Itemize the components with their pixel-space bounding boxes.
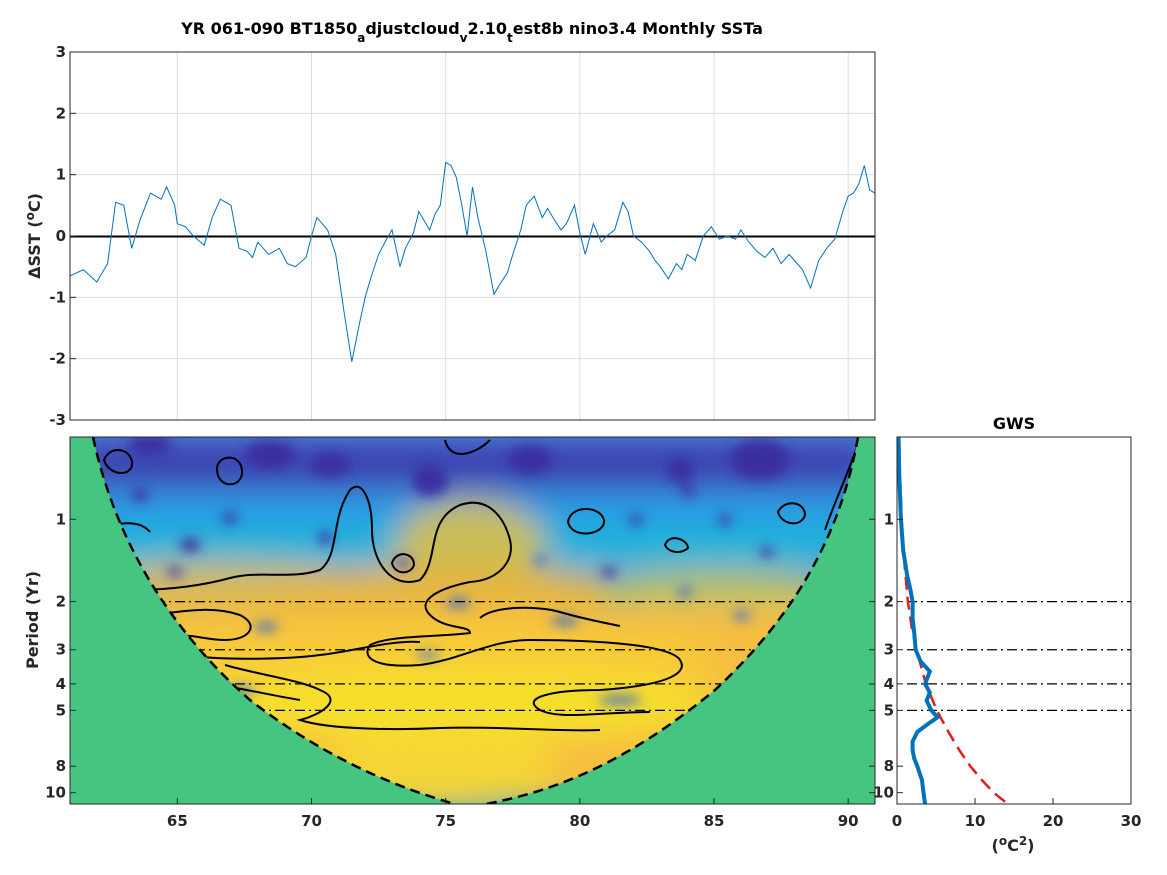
wavelet-x-tick-label: 90 [838, 812, 859, 830]
cone-of-influence-left [91, 437, 456, 804]
wavelet-x-tick-label: 70 [301, 812, 322, 830]
wavelet-y-tick-label: 1 [56, 510, 66, 528]
gws-y-tick-label: 1 [884, 510, 894, 528]
wavelet-x-tick-label: 80 [569, 812, 590, 830]
timeseries-tick-label: -3 [49, 411, 66, 429]
timeseries-tick-label: -2 [49, 350, 66, 368]
gws-power-curve [896, 436, 941, 805]
timeseries-tick-label: 0 [56, 227, 66, 245]
chart-title: YR 061-090 BT1850adjustcloudv2.10test8b … [180, 19, 763, 45]
gws-y-tick-label: 10 [873, 784, 894, 802]
wavelet-x-tick-label: 85 [704, 812, 725, 830]
gws-x-ticks: 0 10 20 30 [892, 798, 1142, 830]
significance-contours [102, 437, 861, 732]
wavelet-y-tick-label: 3 [56, 641, 66, 659]
wavelet-frame [69, 436, 876, 805]
wavelet-y-ticks: 1 2 3 4 5 8 10 [45, 510, 875, 802]
gws-y-tick-label: 2 [884, 593, 894, 611]
timeseries-tick-label: 1 [56, 166, 66, 184]
wavelet-ylabel: Period (Yr) [23, 571, 42, 669]
power-minima-spots [128, 437, 790, 704]
wavelet-y-tick-label: 2 [56, 593, 66, 611]
gws-x-tick-label: 0 [892, 812, 902, 830]
gws-frame [896, 436, 1132, 805]
wavelet-x-tick-label: 75 [435, 812, 456, 830]
gws-reference-lines [907, 600, 1131, 711]
timeseries-tick-label: 3 [56, 43, 66, 61]
gws-x-tick-label: 30 [1121, 812, 1142, 830]
gws-plot-area [897, 437, 1131, 804]
gws-title: GWS [993, 414, 1035, 433]
wavelet-y-tick-label: 4 [56, 675, 66, 693]
wavelet-y-tick-label: 8 [56, 757, 66, 775]
gws-x-tick-label: 20 [1043, 812, 1064, 830]
cone-of-influence-fill [70, 437, 875, 804]
timeseries-ylabel: ΔSST (oC) [23, 193, 44, 279]
gws-y-tick-label: 8 [884, 757, 894, 775]
cone-of-influence-right [485, 437, 860, 804]
wavelet-y-tick-label: 5 [56, 701, 66, 719]
gws-y-tick-label: 4 [884, 675, 894, 693]
wavelet-power-spectrum [70, 437, 875, 804]
gws-y-tick-label: 3 [884, 641, 894, 659]
wavelet-x-ticks: 65 70 75 80 85 90 [167, 798, 859, 830]
gws-xlabel: (oC2) [992, 834, 1035, 855]
timeseries-tick-label: -1 [49, 288, 66, 306]
wavelet-y-tick-label: 10 [45, 784, 66, 802]
gws-x-tick-label: 10 [965, 812, 986, 830]
gws-y-ticks: 1 2 3 4 5 8 10 [873, 510, 903, 802]
sst-anomaly-line [69, 161, 876, 362]
gws-y-tick-label: 5 [884, 701, 894, 719]
timeseries-y-ticks: -3 -2 -1 0 1 2 3 [49, 43, 76, 429]
wavelet-x-tick-label: 65 [167, 812, 188, 830]
timeseries-tick-label: 2 [56, 104, 66, 122]
